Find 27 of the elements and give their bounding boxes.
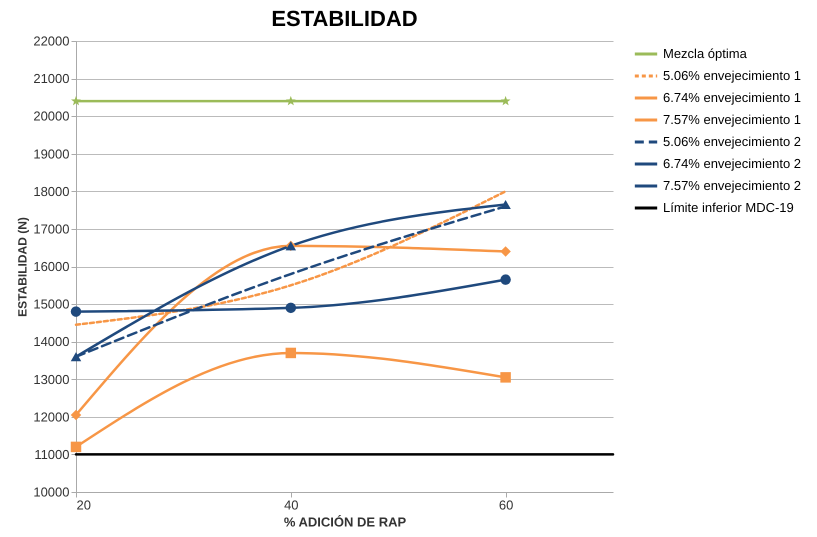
legend-label: 5.06% envejecimiento 1 [663, 68, 802, 83]
legend-label: Mezcla óptima [663, 46, 748, 61]
legend-label: 6.74% envejecimiento 1 [663, 90, 802, 105]
y-tick-label: 16000 [33, 259, 70, 274]
y-tick-label: 13000 [33, 372, 70, 387]
legend-label: 5.06% envejecimiento 2 [663, 134, 802, 149]
y-tick-label: 11000 [34, 446, 70, 462]
legend-label: 6.74% envejecimiento 2 [663, 156, 802, 171]
y-tick-label: 21000 [33, 71, 70, 86]
x-tick-label: 40 [284, 498, 299, 512]
x-tick-label: 60 [498, 498, 514, 512]
legend-label: Límite inferior MDC-19 [663, 200, 794, 215]
x-axis-title: % ADICIÓN DE RAP [284, 514, 406, 530]
y-tick-label: 14000 [33, 334, 70, 350]
chart-title: ESTABILIDAD [271, 6, 418, 31]
y-axis-title: ESTABILIDAD (N) [15, 217, 30, 317]
legend-label: 7.57% envejecimiento 1 [663, 112, 802, 127]
y-tick-label: 20000 [33, 108, 70, 124]
y-tick-label: 17000 [33, 221, 70, 236]
legend-label: 7.57% envejecimiento 2 [663, 178, 802, 193]
y-tick-label: 19000 [33, 146, 70, 162]
y-tick-label: 15000 [33, 296, 70, 312]
x-tick-label: 20 [76, 498, 91, 512]
y-tick-label: 18000 [33, 184, 70, 199]
y-tick-label: 22000 [33, 34, 70, 48]
y-tick-label: 10000 [33, 484, 70, 500]
y-tick-label: 12000 [33, 409, 70, 424]
